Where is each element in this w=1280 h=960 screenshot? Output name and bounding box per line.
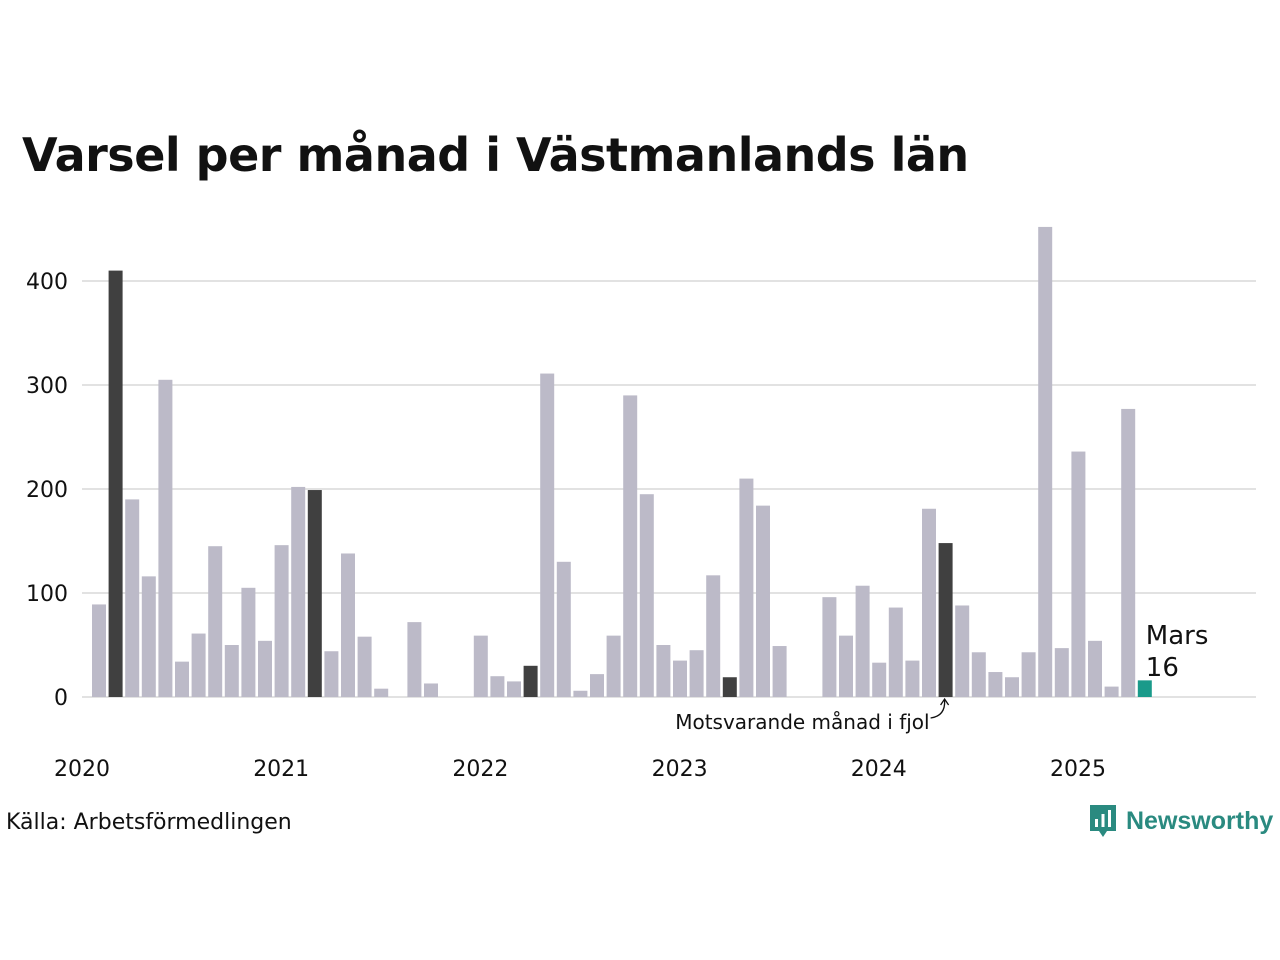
bar xyxy=(108,270,123,697)
bar xyxy=(1021,652,1036,697)
bar xyxy=(772,646,787,697)
bar xyxy=(424,683,438,697)
y-tick-label: 300 xyxy=(26,374,68,399)
bar xyxy=(706,575,721,697)
x-axis-ticks: 2020 2021 2022 2023 2024 2025 xyxy=(54,757,1106,782)
bar xyxy=(507,681,521,697)
bar xyxy=(92,604,106,697)
x-tick-label: 2024 xyxy=(851,757,907,782)
bar xyxy=(955,605,970,697)
y-tick-label: 0 xyxy=(54,686,68,711)
bar xyxy=(922,508,936,697)
x-tick-label: 2021 xyxy=(253,757,309,782)
x-tick-label: 2023 xyxy=(652,757,708,782)
annotation-arrow xyxy=(930,699,946,719)
bar xyxy=(839,635,853,697)
current-month-label: Mars xyxy=(1146,621,1209,651)
bar xyxy=(224,645,239,697)
bar xyxy=(540,373,555,697)
bar xyxy=(1104,686,1119,697)
bar xyxy=(473,635,488,697)
previous-year-label: Motsvarande månad i fjol xyxy=(675,710,929,734)
x-tick-label: 2025 xyxy=(1050,757,1106,782)
bar xyxy=(191,633,206,697)
bar xyxy=(855,585,870,697)
bar xyxy=(590,674,604,697)
page-title: Varsel per månad i Västmanlands län xyxy=(22,128,969,182)
bar xyxy=(689,650,704,697)
bar xyxy=(988,672,1003,697)
bar xyxy=(407,622,422,697)
bar xyxy=(125,499,140,697)
bar xyxy=(1054,648,1069,697)
y-tick-label: 100 xyxy=(26,582,68,607)
bar xyxy=(756,505,770,697)
y-axis-ticks: 0 100 200 300 400 xyxy=(26,270,68,711)
source-note: Källa: Arbetsförmedlingen xyxy=(6,810,292,835)
bar xyxy=(523,665,538,697)
bar xyxy=(872,662,887,697)
bar xyxy=(307,490,322,697)
y-tick-label: 200 xyxy=(26,478,68,503)
x-tick-label: 2020 xyxy=(54,757,110,782)
bar xyxy=(722,677,737,697)
bar xyxy=(656,645,671,697)
bar xyxy=(1137,680,1152,697)
bar xyxy=(241,587,256,697)
bar xyxy=(324,651,339,697)
bar xyxy=(573,690,588,697)
bar xyxy=(1071,451,1086,697)
bar xyxy=(291,486,306,697)
y-tick-label: 400 xyxy=(26,270,68,295)
bar xyxy=(208,546,223,697)
brand-name: Newsworthy xyxy=(1126,806,1274,835)
bar xyxy=(374,688,389,697)
bar xyxy=(1038,226,1053,698)
bar-chart: 0 100 200 300 400 2020 2021 2022 2023 2024 2025 M… xyxy=(26,226,1256,782)
bar xyxy=(357,636,372,697)
bar xyxy=(258,640,272,697)
bar xyxy=(971,652,986,697)
bar xyxy=(175,661,189,697)
bar xyxy=(1005,677,1019,697)
bar xyxy=(639,494,654,697)
bar xyxy=(274,545,289,697)
bar xyxy=(341,553,355,697)
x-tick-label: 2022 xyxy=(452,757,508,782)
bar xyxy=(822,597,837,697)
chart-speech-bubble-icon xyxy=(1090,805,1116,837)
bar xyxy=(606,635,621,697)
bar xyxy=(1088,640,1102,697)
bar xyxy=(673,660,687,697)
bar xyxy=(141,576,156,697)
bars xyxy=(92,226,1152,698)
bar xyxy=(905,660,920,697)
bar xyxy=(888,607,903,697)
brand-logo: Newsworthy xyxy=(1088,803,1273,839)
bar xyxy=(1121,408,1136,697)
current-value-label: 16 xyxy=(1146,653,1179,683)
bar xyxy=(938,543,953,697)
bar xyxy=(623,395,638,697)
bar xyxy=(490,676,505,697)
bar xyxy=(158,379,173,697)
bar xyxy=(739,478,754,697)
bar xyxy=(556,561,571,697)
arrow-head xyxy=(940,697,950,706)
